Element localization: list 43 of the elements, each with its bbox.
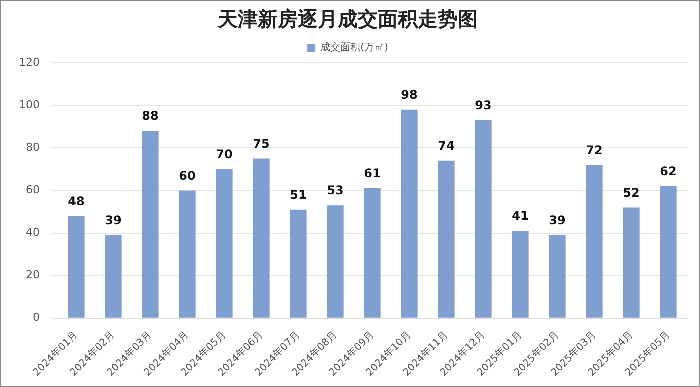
data-label: 41 bbox=[512, 209, 529, 224]
data-label: 72 bbox=[586, 143, 603, 158]
bar bbox=[401, 110, 418, 318]
y-tick-label: 20 bbox=[26, 268, 40, 282]
y-tick-label: 120 bbox=[18, 56, 40, 69]
data-label: 74 bbox=[438, 139, 455, 154]
bar bbox=[105, 235, 122, 318]
data-label: 62 bbox=[660, 164, 677, 179]
bar bbox=[438, 160, 455, 318]
bar bbox=[290, 210, 307, 318]
y-tick-label: 60 bbox=[26, 184, 40, 197]
bar bbox=[623, 208, 640, 318]
data-label: 75 bbox=[253, 136, 270, 151]
bar bbox=[512, 231, 529, 318]
bar bbox=[327, 206, 344, 318]
legend-label: 成交面积(万㎡) bbox=[320, 42, 388, 54]
data-label: 39 bbox=[105, 214, 122, 228]
data-label: 53 bbox=[327, 184, 344, 198]
bar bbox=[179, 190, 196, 318]
data-label: 39 bbox=[549, 214, 566, 228]
data-label: 48 bbox=[68, 194, 85, 208]
data-label: 93 bbox=[475, 98, 492, 113]
data-label: 88 bbox=[142, 109, 159, 124]
y-tick-label: 80 bbox=[26, 140, 40, 154]
bar bbox=[142, 131, 159, 318]
bar bbox=[253, 158, 270, 318]
bar bbox=[586, 165, 603, 318]
data-label: 61 bbox=[364, 166, 381, 181]
bar bbox=[68, 216, 85, 318]
data-label: 98 bbox=[401, 88, 418, 102]
data-label: 51 bbox=[290, 188, 307, 202]
data-label: 60 bbox=[179, 168, 196, 183]
bar bbox=[475, 120, 492, 318]
y-tick-label: 100 bbox=[18, 98, 40, 112]
data-label: 70 bbox=[216, 148, 233, 162]
bar bbox=[549, 235, 566, 318]
bar bbox=[364, 188, 381, 318]
y-tick-label: 0 bbox=[32, 311, 40, 324]
chart-title: 天津新房逐月成交面积走势图 bbox=[217, 7, 478, 32]
bar bbox=[660, 186, 677, 318]
y-tick-label: 40 bbox=[26, 226, 40, 240]
bar bbox=[216, 169, 233, 318]
data-label: 52 bbox=[623, 186, 640, 200]
